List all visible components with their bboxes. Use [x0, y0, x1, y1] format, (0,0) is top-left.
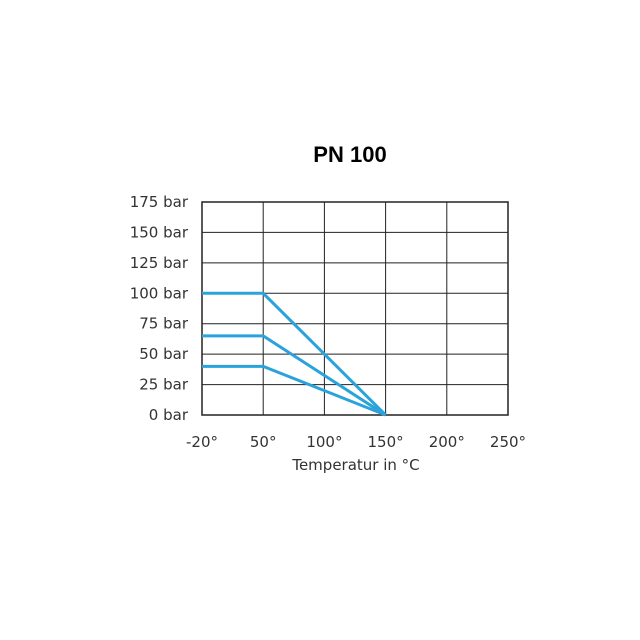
x-tick-label: -20°	[186, 433, 218, 451]
y-tick-label: 175 bar	[130, 193, 189, 211]
x-tick-label: 50°	[250, 433, 277, 451]
grid	[201, 201, 509, 416]
y-tick-label: 50 bar	[139, 345, 189, 363]
x-tick-label: 150°	[368, 433, 404, 451]
series-line-3	[202, 364, 387, 417]
x-tick-label: 100°	[306, 433, 342, 451]
series-line-2	[202, 334, 387, 417]
x-axis-ticks: -20° 50° 100° 150° 200° 250°	[186, 433, 526, 451]
chart-title: PN 100	[313, 142, 386, 167]
x-tick-label: 200°	[429, 433, 465, 451]
series-line-1	[202, 291, 387, 417]
series-group	[202, 291, 387, 417]
y-tick-label: 75 bar	[139, 315, 189, 333]
y-axis-ticks: 0 bar 25 bar 50 bar 75 bar 100 bar 125 bar 150…	[130, 193, 189, 424]
y-tick-label: 150 bar	[130, 223, 189, 241]
y-tick-label: 25 bar	[139, 376, 189, 394]
y-tick-label: 100 bar	[130, 284, 189, 302]
plot-border	[201, 201, 509, 416]
y-tick-label: 125 bar	[130, 254, 189, 272]
x-axis-label: Temperatur in °C	[291, 456, 419, 474]
y-tick-label: 0 bar	[149, 406, 189, 424]
x-tick-label: 250°	[490, 433, 526, 451]
